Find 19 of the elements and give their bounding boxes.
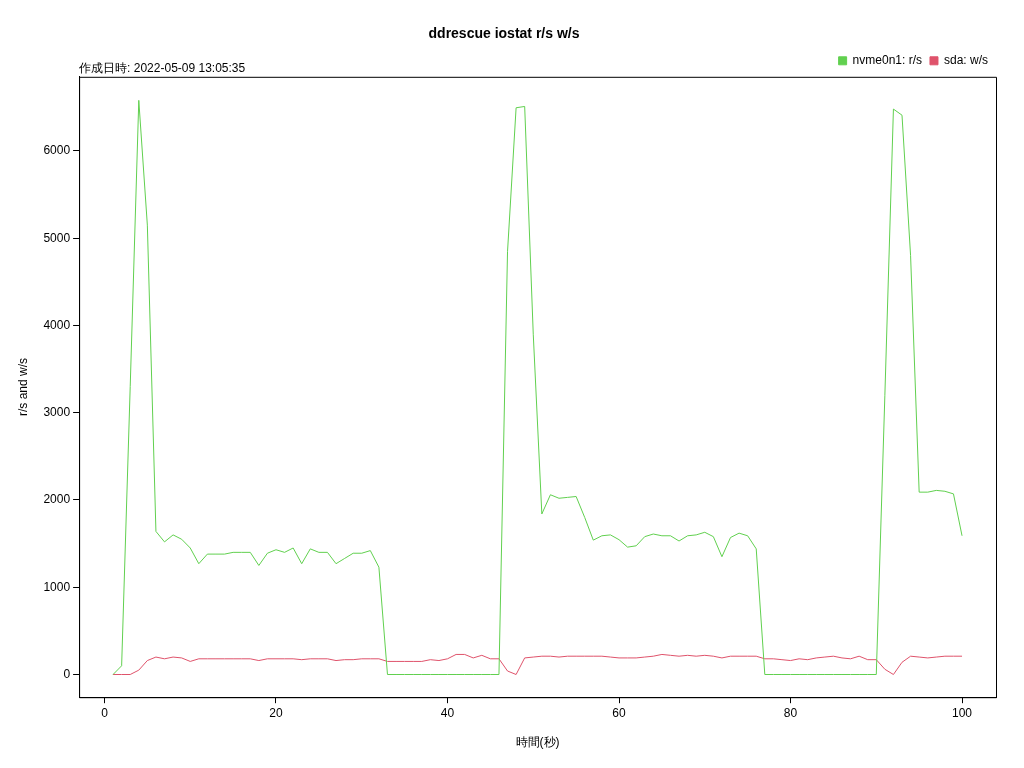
y-tick-label: 4000 [43, 317, 71, 332]
x-tick-label: 100 [952, 705, 973, 720]
y-tick-label: 1000 [43, 579, 71, 594]
x-tick-label: 40 [440, 705, 455, 720]
legend-label: nvme0n1: r/s [852, 53, 922, 68]
x-tick-label: 80 [783, 705, 798, 720]
legend-label: sda: w/s [943, 53, 988, 68]
y-tick-label: 6000 [43, 143, 71, 158]
y-tick-label: 3000 [43, 405, 71, 420]
chart-title: ddrescue iostat r/s w/s [428, 25, 580, 42]
y-tick-label: 2000 [43, 492, 71, 507]
y-axis-title: r/s and w/s [15, 357, 30, 417]
x-tick-label: 20 [269, 705, 283, 720]
x-axis-title: 時間(秒) [515, 735, 560, 750]
chart-subtitle: 作成日時: 2022-05-09 13:05:35 [78, 61, 246, 76]
y-tick-label: 0 [63, 666, 71, 681]
x-tick-label: 60 [612, 705, 627, 720]
x-tick-label: 0 [101, 705, 109, 720]
y-tick-label: 5000 [43, 230, 71, 245]
